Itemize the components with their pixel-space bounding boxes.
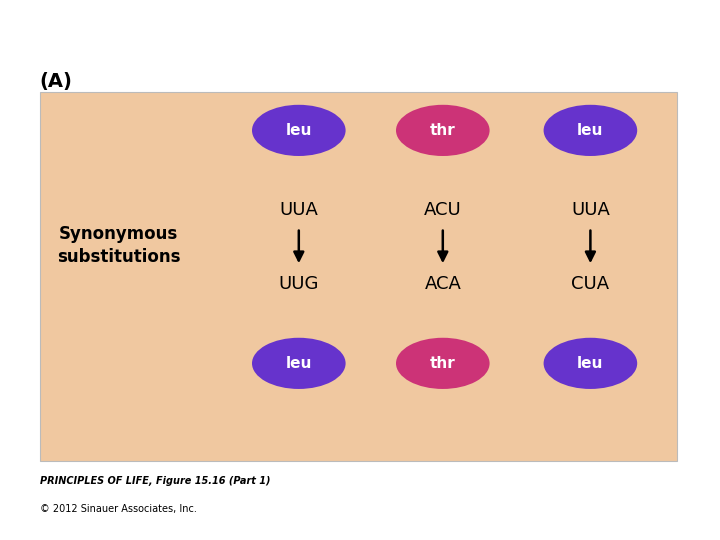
Text: UUG: UUG — [279, 275, 319, 293]
Text: UUA: UUA — [279, 201, 318, 219]
Text: Figure 15.16  When One Nucleotide Changes (Part 1): Figure 15.16 When One Nucleotide Changes… — [6, 7, 373, 21]
Text: thr: thr — [430, 123, 456, 138]
Ellipse shape — [396, 105, 490, 156]
Ellipse shape — [396, 338, 490, 389]
Ellipse shape — [252, 105, 346, 156]
Text: leu: leu — [286, 356, 312, 371]
Text: PRINCIPLES OF LIFE, Figure 15.16 (Part 1): PRINCIPLES OF LIFE, Figure 15.16 (Part 1… — [40, 476, 270, 486]
Ellipse shape — [544, 338, 637, 389]
Text: leu: leu — [577, 123, 603, 138]
Text: CUA: CUA — [572, 275, 609, 293]
Text: © 2012 Sinauer Associates, Inc.: © 2012 Sinauer Associates, Inc. — [40, 504, 197, 514]
Text: (A): (A) — [40, 71, 73, 91]
Text: thr: thr — [430, 356, 456, 371]
Ellipse shape — [252, 338, 346, 389]
Text: ACA: ACA — [424, 275, 462, 293]
Text: leu: leu — [577, 356, 603, 371]
FancyBboxPatch shape — [40, 92, 677, 461]
Text: UUA: UUA — [571, 201, 610, 219]
Ellipse shape — [544, 105, 637, 156]
Text: leu: leu — [286, 123, 312, 138]
Text: Synonymous
substitutions: Synonymous substitutions — [57, 225, 181, 266]
Text: ACU: ACU — [424, 201, 462, 219]
